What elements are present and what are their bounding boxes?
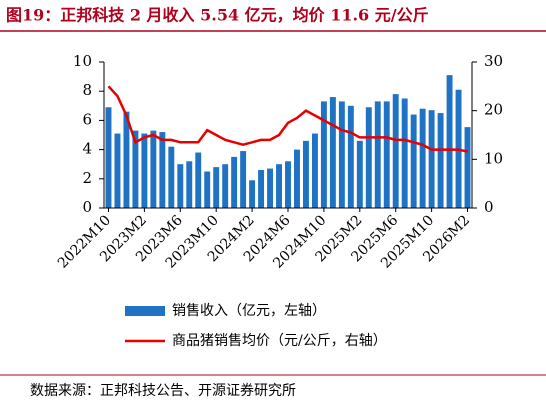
bar bbox=[383, 101, 390, 208]
bar bbox=[132, 130, 139, 208]
bar bbox=[410, 114, 417, 208]
legend-label: 销售收入（亿元，左轴） bbox=[172, 303, 326, 319]
bar bbox=[114, 133, 121, 208]
bar bbox=[177, 164, 184, 208]
y-tick-label: 6 bbox=[82, 110, 92, 128]
y-tick-label: 8 bbox=[82, 81, 92, 99]
bar bbox=[222, 164, 229, 208]
legend-label: 商品猪销售均价（元/公斤，右轴） bbox=[172, 333, 387, 349]
bar bbox=[258, 170, 265, 208]
source-note: 数据来源：正邦科技公告、开源证券研究所 bbox=[30, 383, 296, 399]
bar bbox=[186, 161, 193, 208]
y2-tick-label: 20 bbox=[484, 101, 503, 119]
chart-title: 图19：正邦科技 2 月收入 5.54 亿元，均价 11.6 元/公斤 bbox=[6, 6, 429, 25]
bar bbox=[267, 168, 274, 208]
bar bbox=[168, 146, 175, 208]
bar bbox=[419, 108, 426, 208]
bar bbox=[302, 140, 309, 208]
bar bbox=[204, 171, 211, 208]
y2-tick-label: 10 bbox=[484, 149, 503, 167]
bar bbox=[141, 133, 148, 208]
bar bbox=[213, 167, 220, 208]
bar bbox=[347, 105, 354, 208]
bar bbox=[365, 107, 372, 208]
bar bbox=[392, 94, 399, 208]
bar bbox=[320, 101, 327, 208]
bar bbox=[231, 156, 238, 208]
bar bbox=[437, 113, 444, 208]
bar bbox=[356, 140, 363, 208]
bar bbox=[428, 110, 435, 208]
bar bbox=[150, 130, 157, 208]
bar bbox=[329, 97, 336, 208]
y-tick-label: 2 bbox=[82, 169, 92, 187]
y-tick-label: 10 bbox=[73, 52, 92, 70]
bar bbox=[311, 133, 318, 208]
bar bbox=[294, 149, 300, 208]
price-line bbox=[107, 85, 468, 153]
bar bbox=[105, 107, 112, 208]
legend-swatch bbox=[125, 306, 165, 316]
bar bbox=[123, 111, 130, 208]
bar bbox=[240, 151, 247, 208]
bar bbox=[159, 132, 166, 208]
y-tick-label: 4 bbox=[82, 140, 92, 158]
bar bbox=[464, 127, 471, 208]
y2-tick-label: 0 bbox=[484, 198, 494, 216]
bar bbox=[195, 152, 202, 208]
bar bbox=[276, 164, 282, 208]
bar bbox=[249, 180, 256, 208]
y2-tick-label: 30 bbox=[484, 52, 503, 70]
bar bbox=[446, 75, 453, 208]
bar bbox=[374, 101, 381, 208]
y-tick-label: 0 bbox=[82, 198, 92, 216]
bar bbox=[338, 101, 345, 208]
bar bbox=[285, 161, 291, 208]
bar bbox=[401, 98, 408, 208]
